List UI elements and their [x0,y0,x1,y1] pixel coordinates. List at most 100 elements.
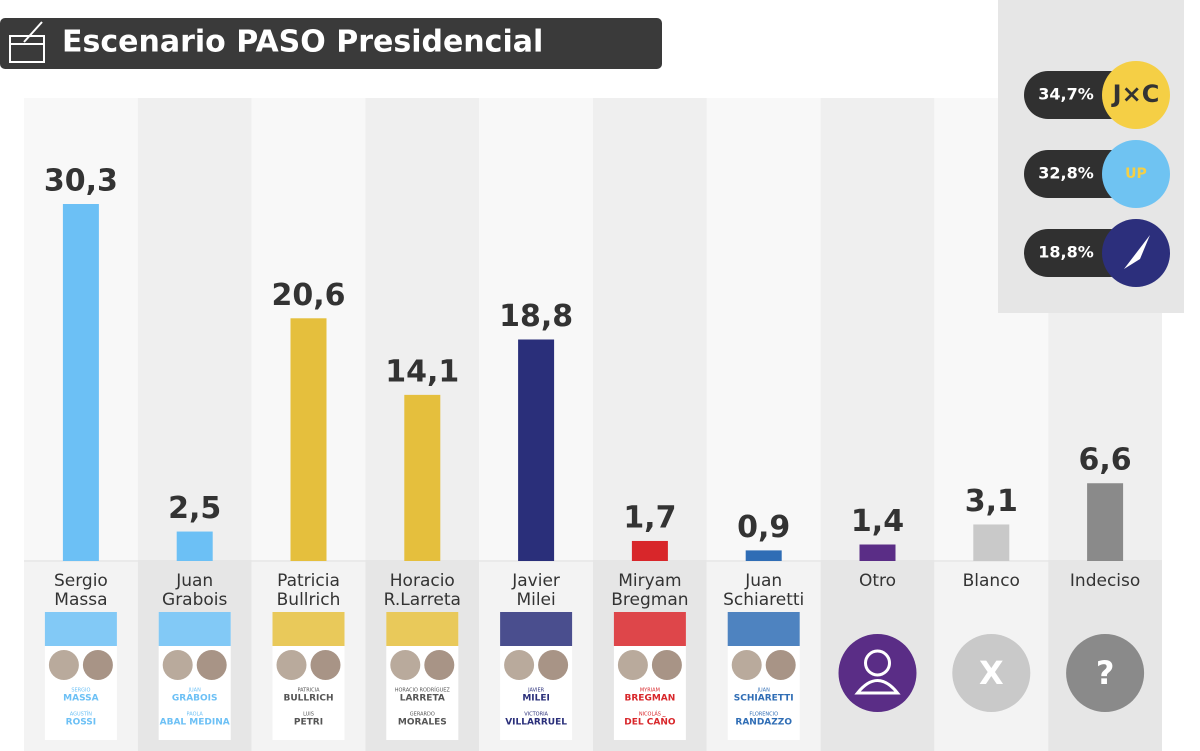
category-label: Sergio Massa [54,571,108,610]
value-label: 18,8 [499,299,573,334]
candidate-name: SCHIARETTI [734,694,794,704]
bar [62,204,99,561]
candidate-name: RANDAZZO [735,718,792,728]
candidate-name: ROSSI [66,718,97,728]
column-bg [820,98,935,562]
candidate-first-name: LUIS [303,712,314,718]
value-label: 0,9 [737,510,790,545]
bar [404,394,441,561]
alliance-logo [1102,219,1170,287]
category-label: Horacio R.Larreta [384,571,461,610]
category-label: Indeciso [1070,571,1140,591]
option-icon [838,634,917,712]
category-label: Miryam Bregman [611,571,688,610]
value-label: 3,1 [965,484,1018,519]
photo [504,650,535,680]
column-bg [706,98,821,562]
value-label: 6,6 [1079,443,1132,478]
category-label: Patricia Bullrich [277,571,341,610]
alliance-percent: 34,7% [1038,85,1094,104]
candidate-first-name: HORACIO RODRÍGUEZ [395,687,451,694]
photo [196,650,227,680]
photo [651,650,682,680]
column-bg [593,98,707,562]
photo [310,650,341,680]
value-label: 20,6 [271,278,345,313]
candidate-name: ABAL MEDINA [160,718,230,728]
photo [765,650,796,680]
candidate-first-name: JAVIER [527,688,545,694]
bar [290,318,327,561]
card-header [613,612,686,646]
category-label: Javier Milei [511,571,560,610]
category-label: Juan Grabois [162,571,227,610]
candidate-first-name: JUAN [757,688,771,694]
category-label: Otro [859,571,896,591]
bar [745,550,782,561]
value-label: 1,7 [623,500,676,535]
category-label: Juan Schiaretti [723,571,804,610]
bar [631,540,668,561]
option-icon [1066,634,1145,712]
alliance-percent: 18,8% [1038,243,1094,262]
card-header [158,612,231,646]
option-symbol: ? [1096,654,1115,692]
person-body [854,679,901,695]
card-header [272,612,345,646]
photo [162,650,193,680]
candidate-first-name: NICOLÁS [639,711,661,718]
photo [390,650,421,680]
value-label: 2,5 [168,491,221,526]
candidate-name: BREGMAN [625,694,676,704]
alliance-badge: J×C [1111,80,1160,108]
bar [1087,483,1124,561]
alliance-badge: UP [1125,166,1147,182]
photo [276,650,307,680]
candidate-first-name: FLORENCIO [749,712,778,718]
photo [538,650,569,680]
candidate-name: DEL CAÑO [624,717,676,728]
card-header [386,612,459,646]
candidate-first-name: PAOLA [187,712,204,718]
candidate-name: PETRI [294,718,323,728]
option-icon [952,634,1031,712]
alliance-logo [1102,61,1170,129]
bar [518,339,555,561]
bar [973,524,1010,561]
photo [731,650,762,680]
candidate-first-name: VICTORIA [524,712,548,718]
value-label: 14,1 [385,354,459,389]
column-bg [137,98,252,562]
candidate-name: BULLRICH [283,694,333,704]
card-header [44,612,117,646]
candidate-first-name: JUAN [188,688,202,694]
category-label: Blanco [963,571,1020,591]
person-head [864,649,891,677]
photo [424,650,455,680]
bar [176,531,213,561]
option-symbol: X [979,654,1004,692]
title-bar [0,18,662,69]
chart-title: Escenario PASO Presidencial [62,25,543,60]
value-label: 30,3 [44,164,118,199]
alliance-logo [1102,140,1170,208]
photo [617,650,648,680]
card-header [500,612,573,646]
candidate-first-name: PATRICIA [297,688,320,694]
candidate-name: VILLARRUEL [505,718,567,728]
ballot-icon [9,21,45,63]
candidate-name: MASSA [63,694,98,704]
candidate-name: GRABOIS [172,694,218,704]
alliance-feather [1124,235,1150,269]
candidate-name: MILEI [522,694,550,704]
card-header [727,612,800,646]
value-label: 1,4 [851,504,904,539]
bar [859,544,896,561]
candidate-name: LARRETA [400,694,445,704]
candidate-first-name: AGUSTÍN [70,711,93,718]
photo [82,650,113,680]
alliance-percent: 32,8% [1038,164,1094,183]
candidate-first-name: SERGIO [71,688,90,694]
candidate-first-name: GERARDO [410,712,435,718]
